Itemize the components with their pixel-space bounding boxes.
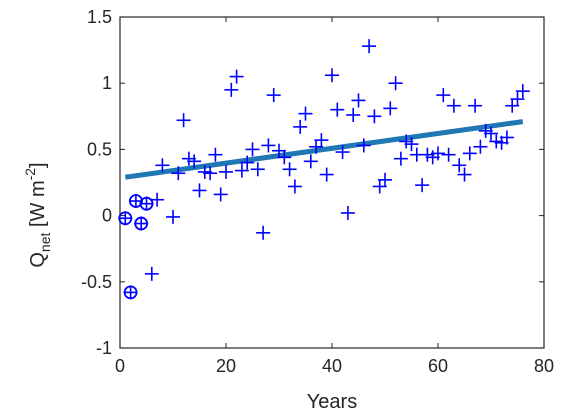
plus-marker <box>118 211 133 226</box>
plus-marker <box>293 119 308 134</box>
plus-marker <box>224 82 239 97</box>
plus-marker <box>171 166 186 181</box>
plus-marker <box>393 151 408 166</box>
tick-labels: 0 20 40 60 80 -1 -0.5 0 0.5 1 1.5 <box>81 7 554 376</box>
plus-marker <box>287 179 302 194</box>
x-tick-label: 60 <box>428 356 448 376</box>
plus-marker <box>446 98 461 113</box>
plus-marker <box>245 142 260 157</box>
y-axis-label-sub: net <box>37 232 53 252</box>
plus-marker <box>282 162 297 177</box>
plus-marker <box>219 164 233 179</box>
y-axis-label-units-close: ] <box>27 162 49 168</box>
y-axis-label: Qnet [W m-2] <box>22 162 53 267</box>
plus-marker <box>187 154 202 169</box>
x-tick-label: 0 <box>115 356 125 376</box>
plus-marker <box>510 92 525 107</box>
plus-marker <box>351 93 366 108</box>
plus-marker <box>208 147 223 162</box>
plus-marker <box>229 69 244 84</box>
trend-line <box>124 119 524 180</box>
x-tick-label: 80 <box>534 356 554 376</box>
circle-marker <box>134 216 149 231</box>
plus-marker <box>346 107 361 122</box>
plus-marker <box>330 102 345 117</box>
plus-marker <box>277 150 292 165</box>
plus-marker <box>431 146 445 161</box>
plus-marker <box>515 84 530 99</box>
plus-marker <box>415 178 430 193</box>
plus-marker <box>123 285 138 300</box>
plus-marker <box>383 101 398 116</box>
plus-marker <box>144 266 159 281</box>
plus-marker <box>266 88 281 103</box>
plus-marker <box>388 76 403 91</box>
plus-marker <box>250 162 265 177</box>
plus-marker <box>441 147 456 162</box>
plus-marker <box>303 154 318 169</box>
y-tick-label: -1 <box>96 338 112 358</box>
y-tick-label: 1 <box>102 73 112 93</box>
plus-marker <box>213 187 228 202</box>
plus-marker <box>192 183 207 198</box>
plus-marker <box>335 145 350 160</box>
circle-marker <box>118 211 133 226</box>
circle-marker <box>123 285 138 300</box>
circle-marker <box>139 196 154 211</box>
plus-marker <box>362 39 377 54</box>
plus-marker <box>473 139 488 154</box>
plus-marker <box>234 163 249 178</box>
plus-marker <box>452 158 467 173</box>
plus-marker <box>150 192 165 207</box>
plus-marker <box>261 138 276 153</box>
plus-marker <box>176 113 191 128</box>
plus-marker <box>314 133 329 148</box>
y-axis-label-units-sup: -2 <box>22 168 38 181</box>
axes <box>119 16 545 349</box>
y-tick-label: -0.5 <box>81 272 112 292</box>
plus-marker <box>166 209 180 224</box>
plus-marker <box>240 155 255 170</box>
x-tick-label: 40 <box>322 356 342 376</box>
y-tick-label: 1.5 <box>87 7 112 27</box>
plus-marker <box>457 167 472 182</box>
y-axis-label-main: Q <box>27 252 49 268</box>
y-tick-label: 0.5 <box>87 139 112 159</box>
plus-marker <box>484 126 498 141</box>
plus-marker <box>436 88 451 103</box>
plus-marker <box>468 98 483 113</box>
plus-marker <box>319 167 334 182</box>
plus-marker <box>499 130 514 145</box>
plus-marker <box>134 216 149 231</box>
data-layer <box>118 39 530 300</box>
plus-marker <box>378 172 392 187</box>
plus-marker <box>256 225 271 240</box>
plus-marker <box>325 68 339 83</box>
x-tick-label: 20 <box>216 356 236 376</box>
plus-marker <box>340 205 355 220</box>
y-tick-label: 0 <box>102 206 112 226</box>
plus-marker <box>203 166 218 181</box>
y-axis-label-units: [W m <box>27 180 49 232</box>
x-axis-label: Years <box>307 391 357 413</box>
plus-marker <box>155 158 170 173</box>
plus-marker <box>356 138 371 153</box>
plus-marker <box>367 109 382 124</box>
plus-marker <box>404 137 419 152</box>
plus-marker <box>462 146 477 161</box>
plus-marker <box>298 106 313 121</box>
